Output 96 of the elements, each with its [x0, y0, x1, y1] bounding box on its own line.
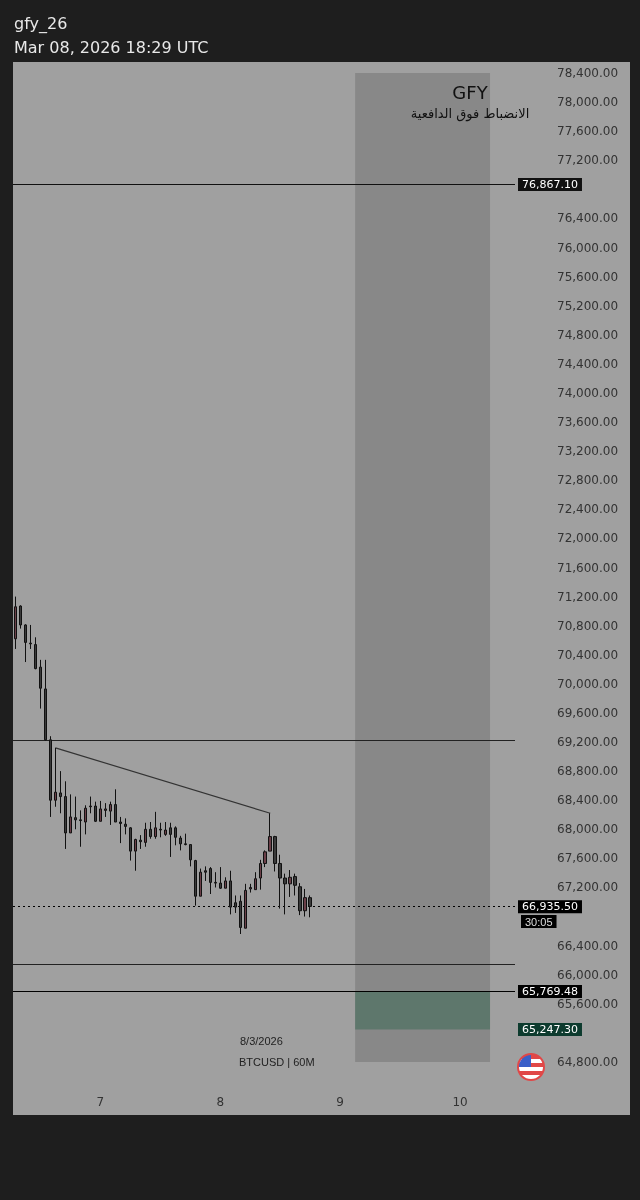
candlestick [134, 838, 137, 872]
candlestick [74, 796, 77, 830]
candlestick [64, 780, 67, 850]
y-tick-label: 76,400.00 [557, 211, 619, 226]
y-tick-label: 64,800.00 [557, 1055, 619, 1069]
band-label: 65,247.30 [522, 1022, 578, 1036]
candlestick [234, 894, 237, 914]
candlestick [149, 821, 152, 840]
candlestick [19, 604, 22, 630]
candlestick [249, 883, 252, 894]
candlestick [109, 801, 112, 826]
candlestick [14, 596, 17, 650]
candlestick [219, 866, 222, 890]
y-tick-label: 77,200.00 [557, 153, 619, 168]
candlestick [244, 883, 247, 929]
x-tick-label: 7 [96, 1095, 105, 1109]
candlestick [164, 821, 167, 837]
candlestick [194, 859, 197, 907]
candlestick [124, 817, 127, 835]
candlestick [254, 871, 257, 891]
candlestick [139, 834, 142, 850]
candlestick [69, 793, 72, 834]
text: GFY [452, 81, 489, 103]
candlestick [94, 801, 97, 823]
candlestick [144, 822, 147, 848]
y-tick-label: 74,400.00 [557, 356, 619, 371]
y-tick-label: 69,600.00 [557, 705, 619, 720]
candlestick [154, 811, 157, 840]
y-tick-label: 68,000.00 [557, 822, 619, 837]
candlestick [44, 659, 47, 742]
candlestick [104, 802, 107, 818]
candlestick [79, 809, 82, 848]
candlestick [179, 835, 182, 851]
y-tick-label: 69,200.00 [557, 735, 619, 750]
candlestick [184, 833, 187, 846]
ref-line-label: 65,769.48 [522, 985, 578, 998]
x-tick-label: 10 [452, 1095, 468, 1109]
y-tick-label: 72,400.00 [557, 502, 619, 517]
y-tick-label: 70,000.00 [557, 676, 619, 691]
y-tick-label: 73,600.00 [557, 415, 619, 430]
candlestick [199, 868, 202, 897]
y-tick-label: 73,200.00 [557, 444, 619, 459]
candlestick [34, 636, 37, 670]
y-tick-label: 72,000.00 [557, 531, 619, 546]
y-tick-label: 77,600.00 [557, 124, 619, 139]
y-tick-label: 74,000.00 [557, 385, 619, 400]
candlestick [39, 659, 42, 710]
annotation: 8/3/2026 [240, 1034, 283, 1047]
candlestick [224, 876, 227, 889]
candlestick [159, 822, 162, 838]
candlestick [129, 826, 132, 862]
candlestick [84, 804, 87, 835]
y-tick-label: 66,400.00 [557, 938, 619, 953]
y-tick-label: 75,200.00 [557, 298, 619, 313]
candlestick [114, 788, 117, 823]
y-tick-label: 67,600.00 [557, 851, 619, 866]
y-tick-label: 78,400.00 [557, 66, 619, 80]
text: Mar 08, 2026 18:29 UTC [14, 37, 209, 59]
y-tick-label: 71,200.00 [557, 589, 619, 604]
y-tick-label: 66,000.00 [557, 967, 619, 982]
candlestick [169, 822, 172, 858]
candlestick [229, 870, 232, 915]
text: 30:05 [525, 915, 553, 928]
x-tick-label: 8 [216, 1095, 225, 1109]
y-tick-label: 67,200.00 [557, 880, 619, 895]
text: الانضباط فوق الدافعية [410, 106, 530, 122]
candlestick [54, 747, 57, 808]
y-tick-label: 71,600.00 [557, 560, 619, 575]
y-tick-label: 74,800.00 [557, 327, 619, 342]
candlestick [174, 825, 177, 846]
candlestick [189, 844, 192, 867]
y-tick-label: 65,600.00 [557, 996, 619, 1011]
x-tick-label: 9 [336, 1095, 344, 1109]
y-tick-label: 78,000.00 [557, 95, 619, 110]
y-tick-label: 68,400.00 [557, 793, 619, 808]
candlestick [24, 623, 27, 663]
candlestick [29, 624, 32, 650]
y-tick-label: 75,600.00 [557, 269, 619, 284]
candlestick [214, 871, 217, 888]
y-tick-label: 70,800.00 [557, 618, 619, 633]
text: gfy_26 [14, 13, 69, 35]
candlestick [239, 894, 242, 935]
candlestick [89, 796, 92, 814]
candlestick [204, 865, 207, 882]
candlestick [119, 816, 122, 844]
candlestick [209, 866, 212, 895]
candlestick [59, 770, 62, 814]
ref-line-label: 66,935.50 [522, 900, 578, 914]
y-tick-label: 76,000.00 [557, 240, 619, 255]
ref-line-label: 76,867.10 [522, 177, 578, 191]
candlestick [99, 800, 102, 822]
candlestick [49, 735, 52, 818]
y-tick-label: 68,800.00 [557, 764, 619, 779]
y-tick-label: 72,800.00 [557, 473, 619, 488]
y-tick-label: 70,400.00 [557, 647, 619, 662]
annotation: BTCUSD | 60M [239, 1055, 315, 1068]
